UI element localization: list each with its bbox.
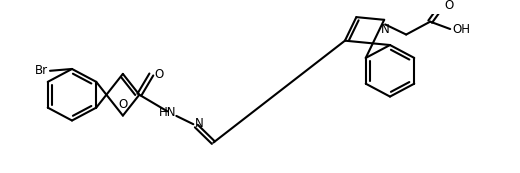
Text: N: N — [196, 117, 204, 130]
Text: Br: Br — [35, 64, 48, 77]
Text: N: N — [381, 23, 389, 36]
Text: O: O — [154, 68, 164, 81]
Text: HN: HN — [159, 106, 176, 119]
Text: O: O — [444, 0, 453, 12]
Text: O: O — [118, 98, 127, 111]
Text: OH: OH — [452, 24, 470, 37]
